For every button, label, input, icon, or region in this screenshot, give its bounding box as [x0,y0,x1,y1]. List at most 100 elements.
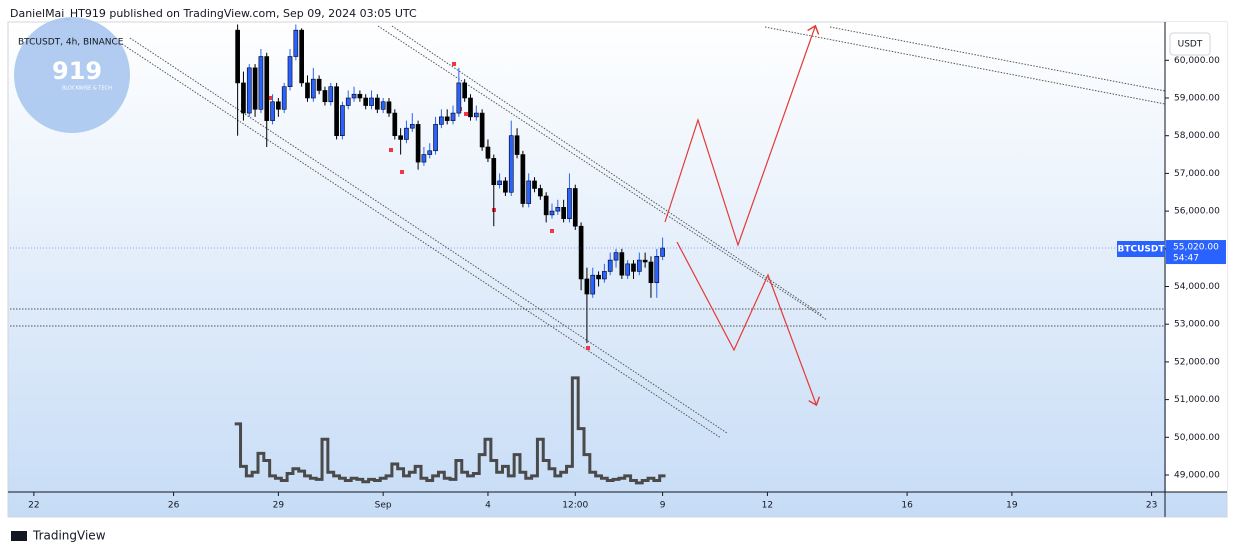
x-tick-label: 23 [1146,501,1157,511]
candle-body [258,56,264,110]
volume-line [234,376,666,485]
x-tick-label: 12 [762,501,773,511]
candle-body [456,82,462,114]
candle-body [235,29,240,84]
candle-body [252,67,258,110]
candle-body [619,252,625,276]
candle-body [392,112,398,137]
candle-body [578,225,584,280]
y-tick-label: 54,000.00 [1174,282,1220,292]
candle-body [538,188,543,197]
price-tag-countdown: 54:47 [1173,254,1199,264]
candle-body [281,86,287,110]
footer: TradingView [32,529,106,543]
candle-body [404,127,409,140]
candle-body [532,180,537,189]
candle-body [427,150,433,155]
currency: USDT [1178,40,1203,50]
y-tick-label: 50,000.00 [1174,433,1220,443]
y-tick-label: 60,000.00 [1174,56,1220,66]
candle-body [293,29,299,57]
candle-body [357,93,363,99]
candle-body [322,90,328,103]
candle-body [590,274,596,295]
footer-icon [11,531,27,541]
candle-body [340,105,345,137]
candle-body [444,116,450,121]
candle-body [270,101,275,121]
candle-body [485,146,491,159]
projection-up [664,27,815,247]
candle-body [613,252,619,261]
candle-body [607,259,613,272]
candle-body [497,180,502,186]
logo-number: 919 [52,57,102,85]
y-tick-label: 58,000.00 [1174,131,1220,141]
candle-body [602,271,607,280]
candle-body [596,274,601,280]
candle-body [631,263,636,272]
candle-body [439,116,444,125]
candle-body [514,135,520,155]
candle-body [503,180,508,193]
candle-body [363,97,369,106]
candle-body [479,112,485,148]
candle-body [555,207,561,212]
candle-body [462,82,468,99]
candle-body [660,247,665,257]
candle-body [328,86,334,103]
candle-body [584,278,590,295]
candle-body [299,29,304,84]
y-tick-label: 59,000.00 [1174,94,1220,104]
candle-body [241,82,246,114]
candle-body [520,154,526,204]
candle-body [473,112,479,118]
candle-body [526,180,532,204]
candle-body [276,101,281,110]
candle-body [543,195,549,216]
candle-body [316,78,322,91]
candle-body [508,135,514,193]
y-tick-label: 51,000.00 [1174,395,1220,405]
candle-body [491,158,497,186]
candle-body [398,135,403,140]
candle-body [386,101,392,114]
candle-body [369,97,374,106]
candle-body [415,124,421,163]
candle-body [345,97,351,106]
candle-body [433,124,438,152]
x-tick-label: 12:00 [562,501,588,511]
symbol-line: BTCUSDT, 4h, BINANCE [18,38,124,48]
candle-body [654,256,660,284]
projection-down [676,241,816,404]
x-tick-label: 4 [485,501,491,511]
y-tick-label: 52,000.00 [1174,357,1220,367]
x-tick-label: 9 [660,501,666,511]
candle-body [561,207,566,219]
candle-body [648,261,654,284]
candle-body [409,124,415,129]
y-tick-label: 49,000.00 [1174,470,1220,480]
x-tick-label: Sep [375,501,392,511]
candle-body [642,259,648,263]
symbol-tag [1117,241,1165,257]
y-tick-label: 56,000.00 [1174,207,1220,217]
candle-body [567,188,572,219]
candle-body [572,188,578,227]
candle-body [636,259,642,272]
candle-body [468,97,473,118]
header: DanielMai_HT919 published on TradingView… [10,7,417,20]
y-tick-label: 57,000.00 [1174,169,1220,179]
candle-body [625,263,631,276]
x-tick-label: 26 [168,501,180,511]
candle-body [351,93,357,99]
candle-body [450,112,456,121]
price-tag-value: 55,020.00 [1173,243,1219,253]
chart-frame [7,21,1228,518]
x-tick-label: 29 [273,501,285,511]
y-tick-label: 53,000.00 [1174,320,1220,330]
drawings [10,25,1166,439]
candle-body [549,210,555,216]
